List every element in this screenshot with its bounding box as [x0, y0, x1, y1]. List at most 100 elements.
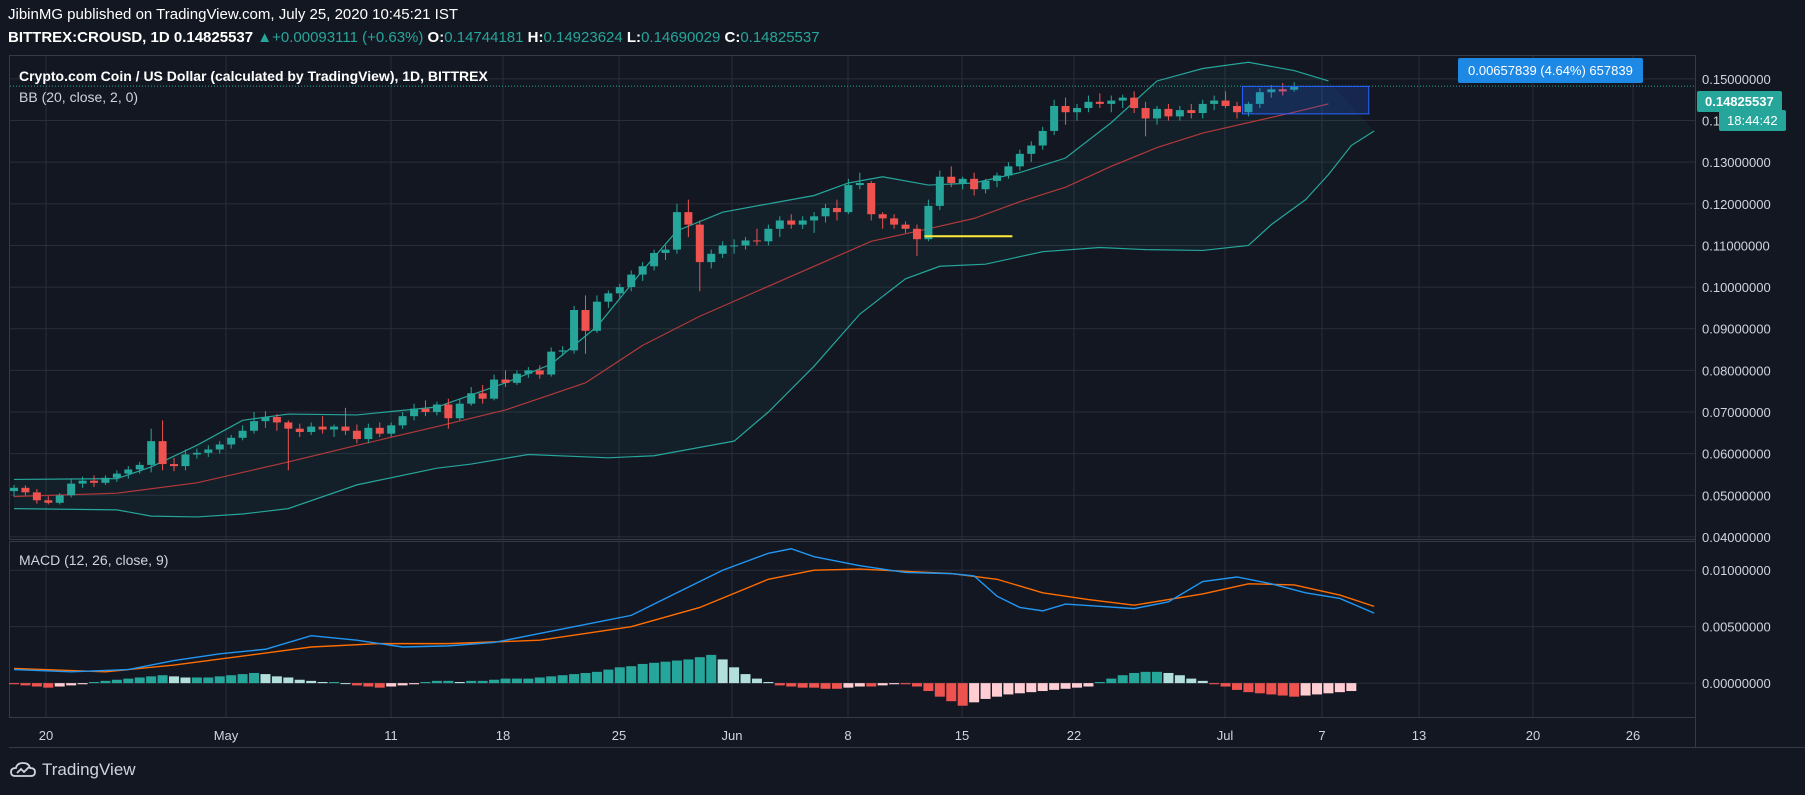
candle [615, 283, 624, 298]
last-price-tag: 0.14825537 [1697, 91, 1782, 112]
candle [341, 407, 350, 435]
candle [798, 216, 807, 229]
candle-body [1141, 108, 1150, 119]
candle-body [364, 427, 373, 440]
candle-body [101, 477, 110, 483]
candle-body [1015, 153, 1024, 167]
macd-histogram-bar [751, 678, 762, 684]
candle [272, 414, 281, 431]
candle [855, 172, 864, 190]
candle-body [992, 175, 1001, 181]
candle-body [158, 441, 167, 465]
candle-body [947, 176, 956, 183]
candle-body [215, 444, 224, 450]
candle-body [238, 430, 247, 438]
candle [181, 449, 190, 471]
candle [981, 178, 990, 194]
candle-body [1221, 100, 1230, 106]
macd-histogram-bar [763, 682, 774, 684]
measure-tooltip: 0.00657839 (4.64%) 657839 [1458, 58, 1643, 83]
time-axis-label: 20 [1526, 728, 1540, 743]
price-change: +0.00093111 (+0.63%) [272, 29, 424, 46]
macd-histogram-bar [111, 679, 122, 684]
macd-histogram-bar [557, 675, 568, 684]
macd-histogram-bar [146, 676, 157, 684]
candle [512, 370, 521, 385]
macd-histogram-bar [614, 667, 625, 684]
macd-histogram-bar [1232, 683, 1243, 690]
candle [867, 180, 876, 221]
macd-histogram-bar [271, 676, 282, 684]
candle-body [958, 178, 967, 183]
macd-histogram-bar [374, 683, 385, 688]
macd-histogram-bar [969, 683, 980, 703]
candle [32, 489, 41, 504]
bb-basis-line [13, 103, 1329, 498]
time-axis-label: Jun [722, 728, 743, 743]
candle-body [1233, 105, 1242, 113]
macd-histogram-bar [569, 674, 580, 684]
candle-body [1050, 105, 1059, 131]
macd-histogram-bar [1037, 683, 1048, 692]
macd-histogram-bar [363, 683, 374, 687]
macd-line [13, 548, 1375, 673]
candle [604, 290, 613, 308]
price-axis-label: 0.11000000 [1702, 238, 1770, 253]
candle-body [261, 417, 270, 422]
macd-histogram-bar [20, 683, 31, 686]
candle-body [844, 185, 853, 213]
candle [135, 461, 144, 474]
bb-legend[interactable]: BB (20, close, 2, 0) [19, 89, 139, 105]
candle [261, 411, 270, 428]
candle [1130, 91, 1139, 114]
candle-body [707, 253, 716, 263]
bb-lower-line [13, 130, 1375, 518]
main-legend-title[interactable]: Crypto.com Coin / US Dollar (calculated … [19, 68, 488, 84]
candle-body [695, 224, 704, 263]
candle-body [672, 212, 681, 250]
price-axis-label: 0.12000000 [1702, 197, 1771, 212]
candle-body [490, 379, 499, 399]
candle-body [1027, 145, 1036, 154]
candle [707, 249, 716, 269]
macd-histogram-bar [1163, 672, 1174, 684]
macd-histogram-bar [329, 682, 340, 684]
time-axis-label: 26 [1626, 728, 1640, 743]
candle [1278, 83, 1287, 96]
candle [935, 170, 944, 211]
tradingview-logo[interactable]: TradingView [10, 760, 136, 780]
overlay [10, 85, 1695, 238]
candle-body [730, 245, 739, 247]
candle [67, 478, 76, 498]
macd-legend[interactable]: MACD (12, 26, close, 9) [19, 552, 169, 568]
candle [227, 434, 236, 449]
macd-histogram-bar [1152, 671, 1162, 684]
macd-histogram-bar [397, 683, 408, 686]
brand-name: TradingView [42, 760, 136, 779]
symbol-label[interactable]: BITTREX:CROUSD, 1D [8, 29, 170, 46]
macd-histogram-bar [9, 683, 19, 685]
time-axis-label: 25 [612, 728, 626, 743]
candle-body [67, 483, 76, 496]
candle-body [741, 240, 750, 246]
close-label: C: [724, 29, 741, 46]
macd-histogram-bar [1071, 683, 1082, 688]
candle-body [752, 240, 761, 242]
candle-body [718, 245, 727, 254]
candle [1084, 95, 1093, 113]
candle [1221, 91, 1230, 109]
candle [821, 203, 830, 223]
macd-histogram-bar [717, 659, 728, 684]
price-axis-label: 0.09000000 [1702, 322, 1771, 337]
time-axis-label: Jul [1217, 728, 1234, 743]
candle-body [810, 216, 819, 221]
time-axis-label: 15 [955, 728, 969, 743]
macd-histogram-bar [306, 680, 317, 684]
candle-body [501, 379, 510, 383]
candle-body [787, 220, 796, 225]
macd-histogram-bar [31, 683, 42, 687]
candle [638, 262, 647, 281]
candles [10, 82, 1299, 505]
high-value: 0.14923624 [543, 29, 623, 46]
